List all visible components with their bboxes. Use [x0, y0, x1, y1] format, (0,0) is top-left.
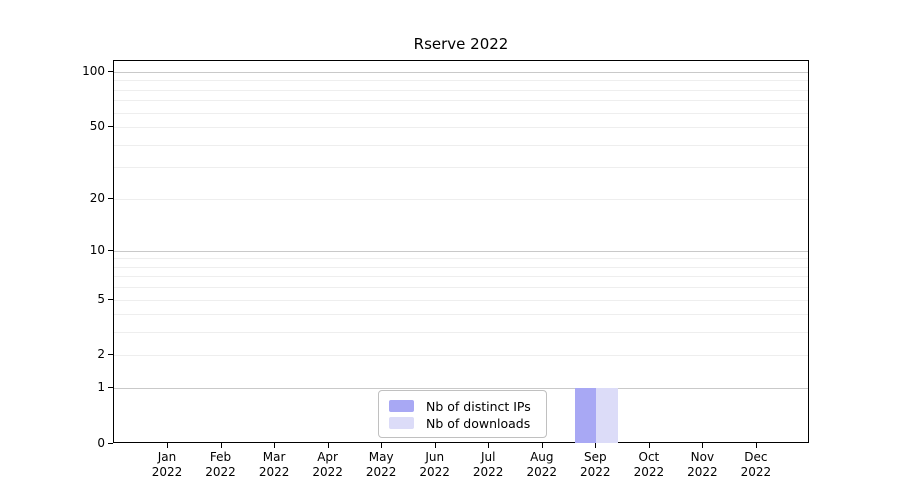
legend-swatch-icon [389, 400, 414, 412]
x-tick-month: Mar [262, 450, 286, 464]
y-tick-mark [108, 354, 113, 356]
x-tick-label: Dec 2022 [724, 450, 788, 480]
legend: Nb of distinct IPs Nb of downloads [378, 390, 547, 438]
x-tick-year: 2022 [472, 465, 504, 479]
x-tick-year: 2022 [205, 465, 236, 479]
x-tick-mark [381, 443, 383, 448]
x-tick-label: Oct 2022 [617, 450, 681, 480]
x-tick-year: 2022 [580, 465, 611, 479]
minor-gridline [114, 266, 808, 268]
x-tick-mark [167, 443, 168, 448]
x-tick-mark [755, 443, 757, 448]
minor-gridline [114, 198, 808, 200]
x-tick-month: Sep [583, 450, 607, 464]
y-tick-label: 0 [97, 436, 105, 450]
x-tick-mark [274, 443, 276, 448]
y-tick-mark [108, 298, 113, 300]
x-tick-month: Aug [530, 450, 554, 464]
minor-gridline [114, 314, 808, 316]
x-tick-mark [220, 443, 222, 448]
x-tick-month: Apr [317, 450, 338, 464]
x-tick-month: Feb [209, 450, 232, 464]
x-tick-label: Aug 2022 [510, 450, 574, 480]
y-tick-mark [108, 197, 113, 199]
y-tick-label: 2 [97, 347, 105, 362]
minor-gridline [114, 144, 808, 146]
y-tick-mark [108, 126, 113, 128]
x-tick-label: Jul 2022 [456, 450, 520, 480]
minor-gridline [114, 167, 808, 169]
y-tick-label: 5 [97, 291, 105, 306]
y-tick-mark [108, 387, 113, 389]
legend-label: Nb of distinct IPs [426, 398, 531, 414]
x-tick-year: 2022 [687, 465, 718, 479]
x-tick-mark [595, 443, 597, 448]
minor-gridline [114, 112, 808, 114]
plot-area [113, 60, 809, 443]
y-tick-mark [108, 249, 113, 251]
major-gridline [114, 250, 808, 252]
x-tick-mark [434, 443, 436, 448]
x-tick-label: Sep 2022 [563, 450, 627, 480]
x-tick-month: May [368, 450, 394, 464]
minor-gridline [114, 258, 808, 260]
x-tick-year: 2022 [312, 465, 343, 479]
major-gridline [114, 388, 808, 390]
minor-gridline [114, 127, 808, 129]
x-tick-month: Oct [638, 450, 660, 464]
x-tick-year: 2022 [365, 465, 397, 479]
y-tick-label: 20 [89, 190, 105, 205]
x-tick-year: 2022 [419, 465, 450, 479]
x-tick-year: 2022 [526, 465, 558, 479]
x-tick-month: Jul [480, 450, 496, 464]
chart-title: Rserve 2022 [413, 35, 509, 53]
minor-gridline [114, 355, 808, 357]
minor-gridline [114, 89, 808, 91]
x-tick-year: 2022 [740, 465, 772, 479]
legend-label: Nb of downloads [426, 415, 531, 431]
y-tick-mark [108, 443, 113, 444]
major-gridline [114, 72, 808, 73]
minor-gridline [114, 276, 808, 278]
x-tick-mark [702, 443, 704, 448]
x-tick-month: Jun [425, 450, 445, 464]
bar-nb-of-downloads [596, 388, 618, 443]
x-tick-label: Jun 2022 [403, 450, 467, 480]
y-tick-label: 1 [97, 380, 105, 395]
legend-swatch-icon [389, 417, 414, 429]
legend-item: Nb of downloads [387, 415, 536, 431]
x-tick-mark [327, 443, 329, 448]
minor-gridline [114, 299, 808, 301]
x-tick-mark [541, 443, 543, 448]
y-tick-mark [108, 71, 113, 72]
y-tick-label: 100 [82, 64, 105, 78]
x-tick-mark [488, 443, 490, 448]
minor-gridline [114, 80, 808, 82]
x-tick-year: 2022 [151, 465, 183, 479]
x-tick-label: Apr 2022 [296, 450, 360, 480]
x-tick-label: Jan 2022 [135, 450, 199, 480]
y-tick-label: 10 [89, 242, 105, 257]
x-tick-mark [648, 443, 650, 448]
minor-gridline [114, 100, 808, 102]
bar-nb-of-distinct-ips [574, 388, 597, 443]
x-tick-label: Nov 2022 [670, 450, 734, 480]
x-tick-label: Feb 2022 [189, 450, 253, 480]
x-tick-label: Mar 2022 [242, 450, 306, 480]
legend-item: Nb of distinct IPs [387, 398, 536, 414]
minor-gridline [114, 332, 808, 334]
x-tick-year: 2022 [633, 465, 665, 479]
minor-gridline [114, 287, 808, 289]
x-tick-month: Nov [690, 450, 715, 464]
x-tick-year: 2022 [258, 465, 290, 479]
x-tick-label: May 2022 [349, 450, 413, 480]
x-tick-month: Jan [157, 450, 177, 464]
x-tick-month: Dec [744, 450, 768, 464]
y-tick-label: 50 [89, 119, 105, 134]
